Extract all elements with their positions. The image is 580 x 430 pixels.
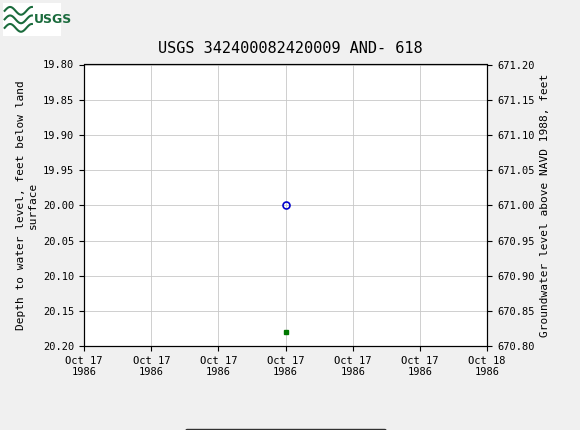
Y-axis label: Depth to water level, feet below land
surface: Depth to water level, feet below land su…	[16, 80, 38, 330]
Text: USGS 342400082420009 AND- 618: USGS 342400082420009 AND- 618	[158, 41, 422, 56]
Text: USGS: USGS	[34, 13, 72, 26]
Legend: Period of approved data: Period of approved data	[185, 429, 386, 430]
Bar	[3, 3, 61, 36]
Y-axis label: Groundwater level above NAVD 1988, feet: Groundwater level above NAVD 1988, feet	[540, 74, 550, 337]
